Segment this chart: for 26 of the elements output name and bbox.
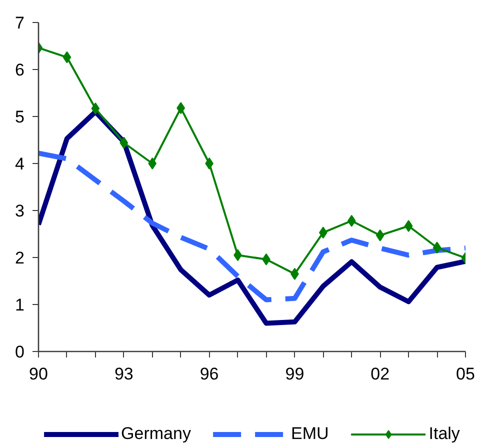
- legend-label: Germany: [121, 424, 191, 444]
- x-tick-label: 05: [456, 364, 475, 384]
- point: [120, 136, 128, 149]
- x-tick-label: 93: [114, 364, 134, 384]
- point: [148, 158, 157, 170]
- x-tick-label: 96: [200, 364, 219, 384]
- point: [91, 102, 100, 115]
- y-tick-label: 0: [15, 342, 25, 362]
- point: [404, 220, 413, 232]
- point: [62, 51, 72, 64]
- point: [205, 158, 214, 170]
- y-tick-label: 5: [15, 108, 25, 126]
- legend-label: EMU: [290, 424, 329, 444]
- y-tick-label: 7: [15, 14, 25, 32]
- x-tick-label: 02: [370, 364, 390, 384]
- point: [432, 242, 442, 254]
- y-tick-label: 3: [15, 202, 25, 220]
- y-tick-label: 6: [15, 60, 25, 80]
- point: [347, 214, 356, 227]
- legend-label: Italy: [428, 424, 460, 444]
- point: [376, 229, 384, 242]
- y-tick-label: 2: [15, 248, 25, 268]
- x-tick-label: 90: [29, 364, 48, 384]
- x-tick-label: 99: [285, 364, 304, 384]
- y-tick-label: 4: [15, 154, 25, 174]
- y-tick-label: 1: [15, 296, 25, 314]
